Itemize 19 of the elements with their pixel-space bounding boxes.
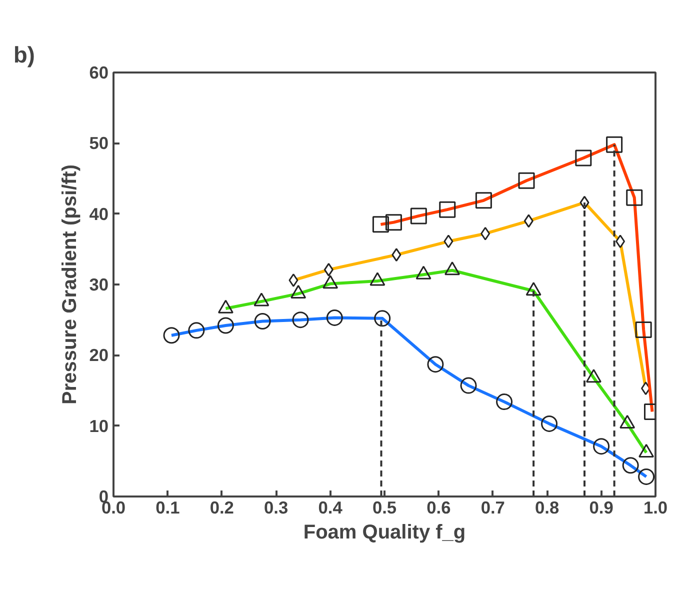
y-tick-label: 10 [89, 416, 109, 436]
x-tick-label: 0.7 [480, 498, 505, 518]
chart-title: b) [14, 42, 35, 68]
y-axis-title: Pressure Gradient (psi/ft) [59, 164, 82, 405]
x-tick-label: 1.0 [643, 498, 668, 518]
y-tick-label: 60 [89, 62, 109, 82]
x-tick-label: 0.6 [426, 498, 452, 518]
x-axis-title: Foam Quality f_g [303, 522, 466, 544]
x-tick-label: 0.3 [264, 498, 289, 518]
y-tick-label: 50 [89, 133, 109, 154]
y-tick-label: 20 [89, 345, 109, 366]
x-tick-label: 0.1 [156, 498, 180, 518]
y-tick-label: 40 [89, 204, 109, 224]
x-tick-label: 0.4 [318, 498, 343, 518]
x-tick-label: 0.5 [372, 498, 397, 518]
y-tick-label: 30 [89, 274, 109, 294]
x-tick-label: 0.2 [210, 498, 234, 518]
x-tick-label: 0.8 [535, 498, 560, 518]
x-tick-label: 0.9 [589, 498, 614, 518]
